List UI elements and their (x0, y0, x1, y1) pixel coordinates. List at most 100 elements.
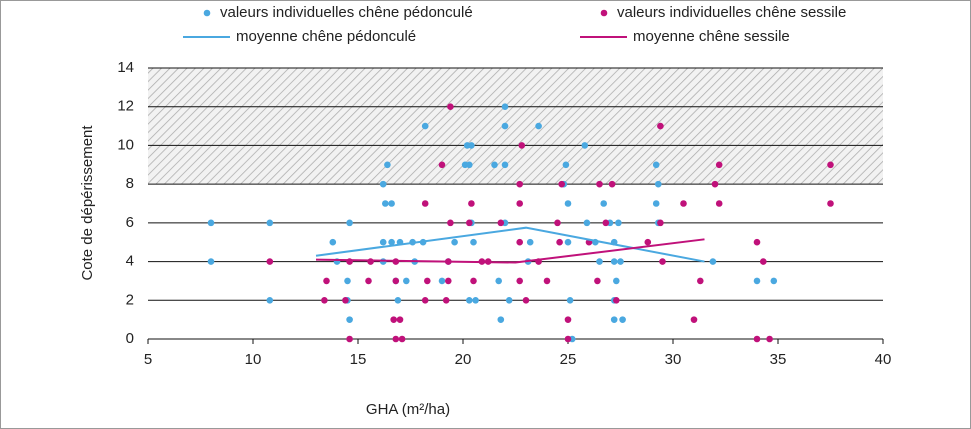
point (827, 200, 834, 207)
legend-dot (600, 9, 608, 17)
point (388, 238, 395, 246)
point (346, 335, 353, 343)
point (715, 200, 723, 207)
point (657, 122, 664, 130)
point (392, 277, 400, 285)
point (516, 180, 523, 188)
point (583, 219, 591, 227)
y-tick-label: 4 (126, 253, 134, 270)
point (470, 277, 477, 285)
point (388, 200, 395, 207)
point (596, 180, 603, 188)
point (501, 122, 509, 130)
point (619, 316, 626, 323)
point (497, 316, 505, 323)
point (566, 296, 574, 304)
y-tick-label: 6 (126, 214, 134, 231)
point (505, 296, 513, 304)
point (466, 296, 473, 304)
point (753, 277, 761, 285)
point (516, 238, 523, 246)
point (346, 219, 353, 227)
point (501, 103, 509, 111)
point (207, 258, 215, 265)
point (421, 122, 429, 130)
point (581, 142, 589, 149)
point (711, 180, 719, 188)
point (438, 161, 446, 169)
point (709, 258, 717, 265)
point (447, 219, 454, 227)
point (659, 258, 666, 265)
point (535, 122, 542, 130)
point (770, 277, 778, 285)
point (207, 219, 215, 227)
point (600, 200, 607, 207)
point (690, 316, 698, 323)
point (564, 335, 572, 343)
point (421, 296, 429, 304)
point (468, 200, 475, 207)
x-tick-label: 25 (560, 351, 577, 368)
point (753, 335, 761, 343)
mean-line (315, 226, 705, 263)
point (516, 277, 523, 285)
point (827, 161, 834, 169)
point (518, 142, 526, 149)
point (403, 277, 410, 285)
point (753, 238, 761, 246)
point (438, 277, 446, 285)
x-tick-label: 5 (144, 351, 152, 368)
point (655, 180, 662, 188)
point (613, 296, 620, 304)
point (610, 258, 618, 265)
point (564, 200, 572, 207)
hatched-band (148, 68, 883, 185)
x-tick-label: 15 (350, 351, 367, 368)
legend-dot (203, 9, 211, 17)
point (379, 180, 387, 188)
point (445, 277, 452, 285)
point (266, 258, 274, 265)
point (564, 316, 572, 323)
point (556, 238, 563, 246)
point (657, 219, 664, 227)
point (501, 161, 509, 169)
y-tick-label: 2 (126, 291, 134, 308)
point (602, 219, 610, 227)
point (697, 277, 704, 285)
point (562, 161, 570, 169)
point (321, 296, 328, 304)
x-tick-label: 40 (875, 351, 892, 368)
legend-label: valeurs individuelles chêne sessile (617, 4, 846, 21)
point (266, 219, 274, 227)
y-tick-label: 14 (117, 59, 134, 76)
point (382, 200, 389, 207)
point (652, 161, 660, 169)
point (617, 258, 624, 265)
point (329, 238, 337, 246)
point (447, 103, 454, 111)
legend-label: moyenne chêne sessile (633, 28, 790, 45)
point (466, 161, 473, 169)
point (451, 238, 458, 246)
point (442, 296, 450, 304)
point (491, 161, 498, 169)
point (608, 180, 616, 188)
point (516, 200, 523, 207)
point (472, 296, 479, 304)
point (760, 258, 767, 265)
point (522, 296, 530, 304)
point (610, 316, 618, 323)
point (554, 219, 561, 227)
point (392, 335, 400, 343)
point (390, 316, 398, 323)
point (470, 238, 477, 246)
point (766, 335, 773, 343)
point (344, 277, 351, 285)
point (497, 219, 505, 227)
x-tick-label: 20 (455, 351, 472, 368)
point (715, 161, 723, 169)
point (468, 142, 475, 149)
point (564, 238, 572, 246)
